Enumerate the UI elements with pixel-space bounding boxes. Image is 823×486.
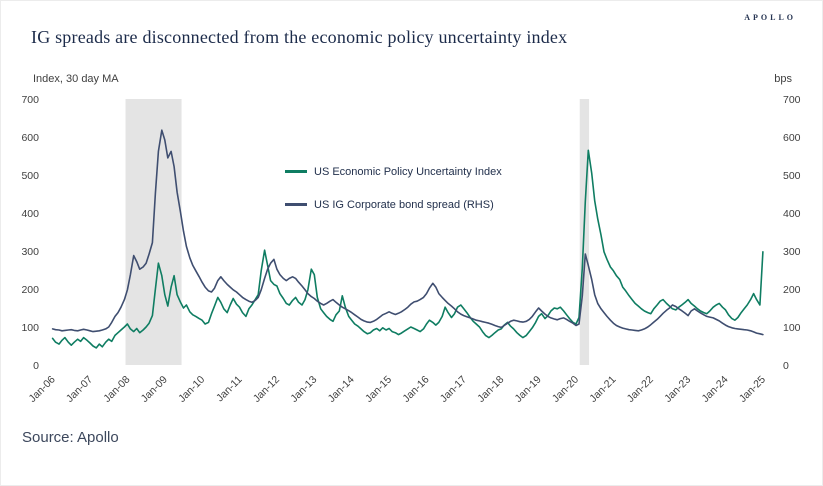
- right-axis-label: bps: [774, 73, 792, 85]
- svg-text:Jan-17: Jan-17: [438, 374, 469, 405]
- svg-text:600: 600: [21, 132, 39, 144]
- svg-text:0: 0: [33, 360, 39, 372]
- left-axis-label: Index, 30 day MA: [33, 73, 119, 85]
- svg-text:500: 500: [783, 170, 801, 182]
- svg-text:600: 600: [783, 132, 801, 144]
- svg-text:Jan-06: Jan-06: [27, 374, 58, 405]
- svg-text:Jan-12: Jan-12: [251, 374, 282, 405]
- svg-text:Jan-24: Jan-24: [699, 374, 730, 405]
- svg-text:Jan-25: Jan-25: [737, 374, 768, 405]
- source-note: Source: Apollo: [22, 429, 119, 446]
- svg-text:Jan-21: Jan-21: [587, 374, 618, 405]
- ig-spread-line-swatch: [285, 203, 307, 206]
- chart-area: 0 0 100 100 200 200 300 300 400 400 500 500 600 600 70…: [7, 87, 812, 423]
- svg-text:Jan-19: Jan-19: [513, 374, 544, 405]
- svg-text:Jan-15: Jan-15: [363, 374, 394, 405]
- legend-label-ig-spread: US IG Corporate bond spread (RHS): [314, 198, 494, 211]
- line-chart: 0 0 100 100 200 200 300 300 400 400 500 500 600 600 70…: [21, 94, 801, 405]
- chart-title: IG spreads are disconnected from the eco…: [31, 27, 568, 47]
- legend: US Economic Policy Uncertainty Index US …: [285, 164, 502, 212]
- svg-text:200: 200: [783, 284, 801, 296]
- svg-text:Jan-14: Jan-14: [326, 374, 357, 405]
- svg-text:400: 400: [783, 208, 801, 220]
- svg-text:400: 400: [21, 208, 39, 220]
- svg-text:Jan-11: Jan-11: [214, 374, 245, 405]
- svg-text:700: 700: [21, 94, 39, 106]
- svg-text:300: 300: [21, 246, 39, 258]
- svg-text:Jan-10: Jan-10: [176, 374, 207, 405]
- svg-text:Jan-16: Jan-16: [400, 374, 431, 405]
- svg-text:200: 200: [21, 284, 39, 296]
- svg-text:Jan-22: Jan-22: [625, 374, 656, 405]
- svg-text:0: 0: [783, 360, 789, 372]
- apollo-logo: APOLLO: [744, 13, 796, 22]
- legend-label-epu: US Economic Policy Uncertainty Index: [314, 165, 502, 178]
- svg-text:100: 100: [21, 322, 39, 334]
- svg-text:500: 500: [21, 170, 39, 182]
- svg-text:Jan-20: Jan-20: [550, 374, 581, 405]
- svg-text:Jan-08: Jan-08: [101, 374, 132, 405]
- svg-text:300: 300: [783, 246, 801, 258]
- legend-item-ig-spread: US IG Corporate bond spread (RHS): [285, 197, 502, 212]
- svg-text:Jan-23: Jan-23: [662, 374, 693, 405]
- svg-text:Jan-09: Jan-09: [139, 374, 170, 405]
- svg-text:Jan-07: Jan-07: [64, 374, 95, 405]
- svg-text:100: 100: [783, 322, 801, 334]
- svg-text:700: 700: [783, 94, 801, 106]
- svg-text:Jan-13: Jan-13: [288, 374, 319, 405]
- epu-line-swatch: [285, 170, 307, 173]
- legend-item-epu: US Economic Policy Uncertainty Index: [285, 164, 502, 179]
- svg-text:Jan-18: Jan-18: [475, 374, 506, 405]
